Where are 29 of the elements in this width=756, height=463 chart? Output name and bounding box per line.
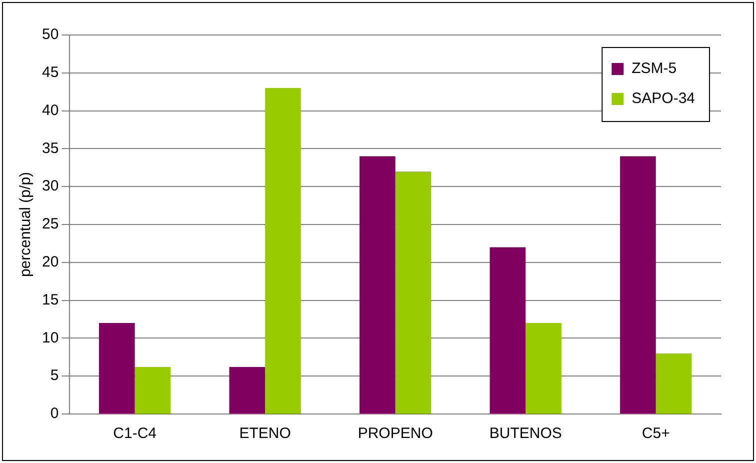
legend-label: SAPO-34 <box>632 90 696 108</box>
x-tick-label: ETENO <box>239 425 291 442</box>
x-tick-label: C1-C4 <box>113 425 156 442</box>
bar <box>526 323 562 414</box>
bar <box>620 156 656 414</box>
x-tick-label: PROPENO <box>358 425 433 442</box>
bar <box>490 247 526 414</box>
y-tick-label: 30 <box>42 178 59 195</box>
y-tick-label: 35 <box>42 140 59 157</box>
legend-label: ZSM-5 <box>632 60 677 78</box>
x-tick-label: C5+ <box>642 425 670 442</box>
y-tick-label: 20 <box>42 254 59 271</box>
bar <box>229 367 266 414</box>
y-tick-label: 25 <box>42 216 59 233</box>
bar <box>265 88 301 414</box>
bar <box>395 171 432 414</box>
y-tick-label: 45 <box>42 64 59 82</box>
y-tick-label: 15 <box>42 291 59 308</box>
bar <box>134 367 171 414</box>
y-tick-label: 10 <box>42 329 59 346</box>
y-tick-label: 50 <box>42 26 59 44</box>
bar <box>656 353 692 414</box>
bar <box>98 323 135 414</box>
bar <box>360 156 396 414</box>
y-axis-title: percentual (p/p) <box>17 172 34 278</box>
y-tick-label: 40 <box>42 102 59 119</box>
y-tick-label: 5 <box>50 367 59 384</box>
x-tick-label: BUTENOS <box>489 425 562 442</box>
y-tick-label: 0 <box>50 405 59 422</box>
